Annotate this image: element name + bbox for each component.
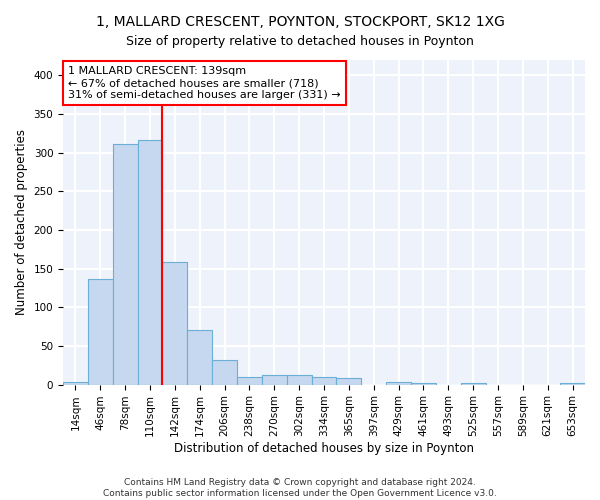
X-axis label: Distribution of detached houses by size in Poynton: Distribution of detached houses by size … [174, 442, 474, 455]
Bar [411, 383, 436, 384]
Bar [262, 374, 287, 384]
Bar [113, 144, 137, 384]
Bar [63, 382, 88, 384]
Bar [237, 377, 262, 384]
Bar [212, 360, 237, 384]
Text: Contains HM Land Registry data © Crown copyright and database right 2024.
Contai: Contains HM Land Registry data © Crown c… [103, 478, 497, 498]
Y-axis label: Number of detached properties: Number of detached properties [15, 130, 28, 316]
Bar [461, 383, 485, 384]
Text: Size of property relative to detached houses in Poynton: Size of property relative to detached ho… [126, 35, 474, 48]
Bar [187, 330, 212, 384]
Bar [386, 382, 411, 384]
Bar [137, 140, 163, 384]
Bar [88, 278, 113, 384]
Bar [311, 377, 337, 384]
Bar [287, 374, 311, 384]
Bar [337, 378, 361, 384]
Text: 1 MALLARD CRESCENT: 139sqm
← 67% of detached houses are smaller (718)
31% of sem: 1 MALLARD CRESCENT: 139sqm ← 67% of deta… [68, 66, 341, 100]
Bar [560, 383, 585, 384]
Text: 1, MALLARD CRESCENT, POYNTON, STOCKPORT, SK12 1XG: 1, MALLARD CRESCENT, POYNTON, STOCKPORT,… [95, 15, 505, 29]
Bar [163, 262, 187, 384]
